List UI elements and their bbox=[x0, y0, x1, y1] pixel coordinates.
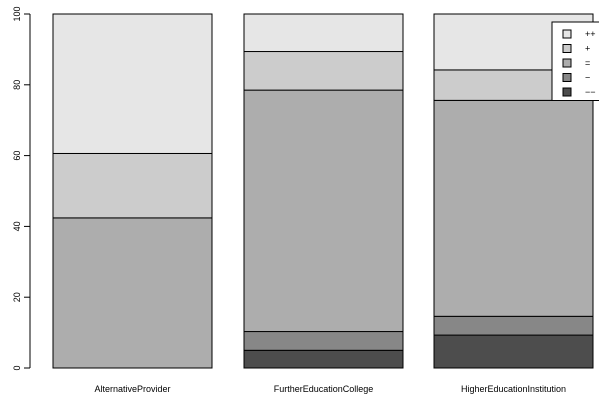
bar-segment bbox=[243, 51, 404, 91]
bar-segment bbox=[243, 89, 404, 333]
category-label: AlternativeProvider bbox=[94, 384, 170, 394]
y-tick-label: 80 bbox=[12, 80, 22, 90]
bars bbox=[52, 13, 594, 369]
legend-box bbox=[551, 21, 599, 101]
legend: +++=−−− bbox=[551, 21, 599, 101]
bar-segment bbox=[243, 331, 404, 351]
bar-segment bbox=[243, 349, 404, 369]
bar-stack bbox=[52, 13, 213, 369]
y-tick-label: 100 bbox=[12, 6, 22, 21]
bar-segment bbox=[52, 217, 213, 369]
category-label: HigherEducationInstitution bbox=[461, 384, 566, 394]
legend-label: = bbox=[585, 58, 590, 68]
bar-segment bbox=[433, 315, 594, 336]
y-axis: 0 20 40 60 80 100 bbox=[12, 6, 31, 371]
legend-swatch bbox=[562, 73, 572, 82]
legend-swatch bbox=[562, 29, 572, 39]
y-tick-label: 40 bbox=[12, 221, 22, 231]
bar-stack bbox=[433, 13, 594, 369]
legend-label: −− bbox=[585, 87, 596, 97]
y-tick-label: 60 bbox=[12, 151, 22, 161]
y-tick-label: 0 bbox=[12, 365, 22, 370]
legend-label: ++ bbox=[585, 29, 596, 39]
bar-segment bbox=[243, 13, 404, 53]
y-tick-label: 20 bbox=[12, 292, 22, 302]
legend-swatch bbox=[562, 87, 572, 97]
bar-segment bbox=[433, 334, 594, 369]
legend-swatch bbox=[562, 44, 572, 53]
bar-segment bbox=[52, 13, 213, 154]
legend-label: + bbox=[585, 44, 590, 54]
category-labels: AlternativeProvider FurtherEducationColle… bbox=[94, 384, 566, 394]
bar-stack bbox=[243, 13, 404, 369]
legend-swatch bbox=[562, 58, 572, 68]
legend-label: − bbox=[585, 73, 590, 83]
category-label: FurtherEducationCollege bbox=[274, 384, 374, 394]
bar-segment bbox=[433, 99, 594, 317]
bar-segment bbox=[52, 152, 213, 219]
